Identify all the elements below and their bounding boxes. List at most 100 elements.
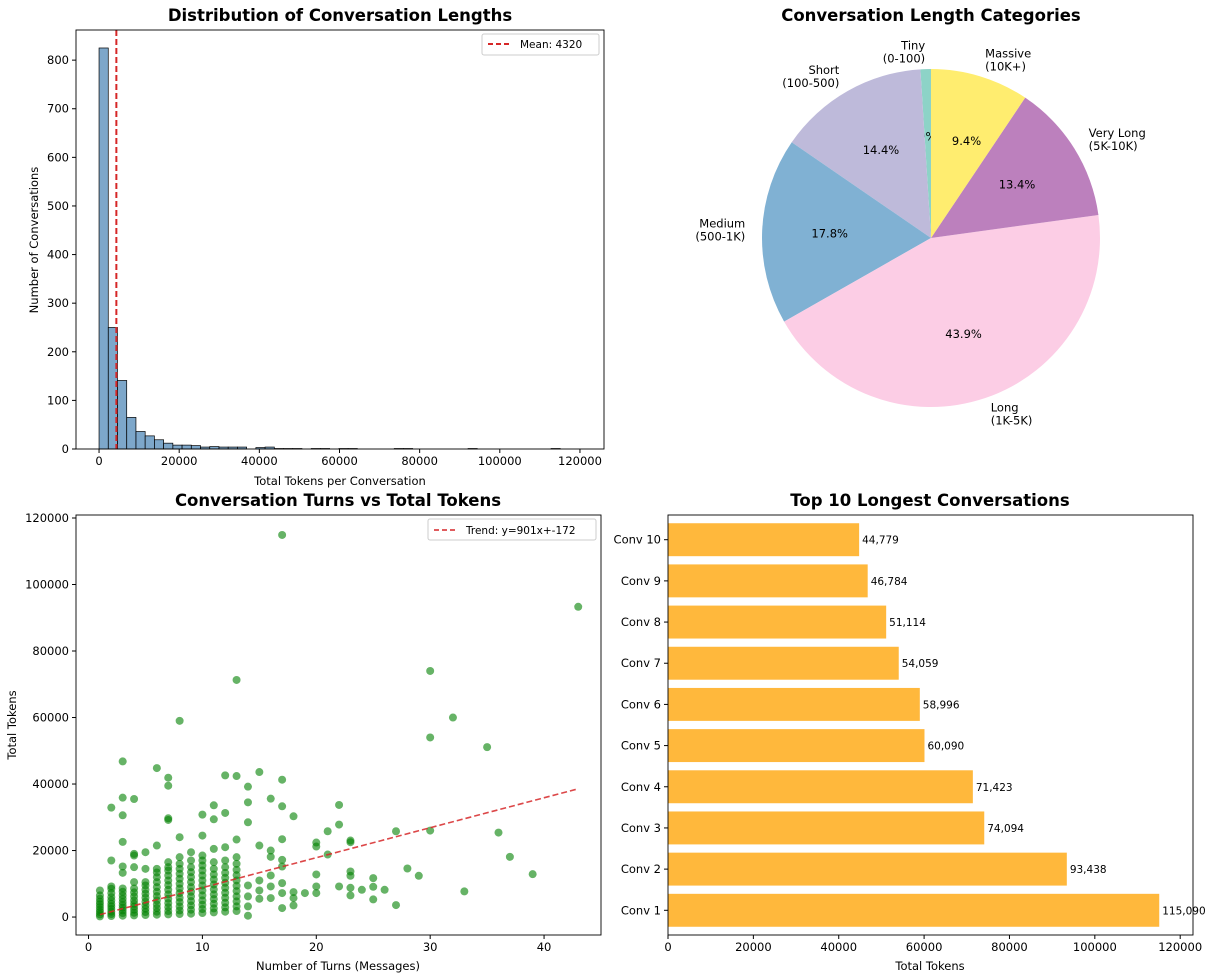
histogram-xtick-label: 40000 — [241, 454, 278, 468]
histogram-xtick-label: 20000 — [161, 454, 198, 468]
bar-value-label: 115,090 — [1162, 905, 1205, 917]
histogram-xtick-label: 0 — [95, 454, 102, 468]
scatter-point — [312, 889, 321, 898]
scatter-point — [312, 882, 321, 891]
bar-category-label: Conv 5 — [621, 739, 661, 753]
scatter-point — [232, 853, 241, 862]
scatter-point — [335, 820, 344, 829]
bar-category-label: Conv 9 — [621, 574, 661, 588]
scatter-point — [152, 864, 161, 873]
histogram-ytick-label: 400 — [47, 248, 69, 262]
scatter-point — [118, 793, 127, 802]
bar-category-label: Conv 3 — [621, 821, 661, 835]
histogram-title: Distribution of Conversation Lengths — [168, 6, 513, 25]
scatter-point — [209, 858, 218, 867]
scatter-xlabel: Number of Turns (Messages) — [256, 959, 420, 973]
scatter-point — [346, 891, 355, 900]
scatter-point — [369, 882, 378, 891]
legend-trend-label: Trend: y=901x+-172 — [465, 525, 576, 537]
scatter-point — [278, 879, 287, 888]
scatter-point — [209, 864, 218, 873]
scatter-point — [152, 841, 161, 850]
scatter-point — [426, 666, 435, 675]
scatter-point — [392, 827, 401, 836]
bar-category-label: Conv 7 — [621, 656, 661, 670]
scatter-point — [198, 831, 207, 840]
histogram-bar — [190, 445, 201, 450]
bar-value-label: 51,114 — [889, 617, 926, 629]
scatter-point — [175, 853, 184, 862]
scatter-point — [369, 895, 378, 904]
scatter-point — [426, 826, 435, 835]
scatter-point — [130, 878, 139, 887]
bar-value-label: 93,438 — [1070, 864, 1107, 876]
bar-title: Top 10 Longest Conversations — [790, 491, 1070, 510]
histogram-xtick-label: 60000 — [321, 454, 358, 468]
bar-value-label: 71,423 — [976, 782, 1013, 794]
legend-mean-label: Mean: 4320 — [520, 39, 582, 51]
scatter-point — [323, 827, 332, 836]
scatter-point — [221, 863, 230, 872]
scatter-ytick-label: 20000 — [32, 844, 69, 858]
scatter-point — [130, 863, 139, 872]
scatter-point — [528, 870, 537, 879]
histogram-axes-frame — [75, 29, 605, 450]
scatter-point — [346, 836, 355, 845]
scatter-point — [243, 798, 252, 807]
bar-category-label: Conv 1 — [621, 903, 661, 917]
scatter-point — [278, 889, 287, 898]
scatter-point — [300, 889, 309, 898]
scatter-point — [483, 743, 492, 752]
scatter-point — [198, 851, 207, 860]
scatter-xtick-label: 20 — [309, 940, 324, 954]
histogram-ylabel: Number of Conversations — [27, 167, 41, 314]
scatter-point — [221, 868, 230, 877]
scatter-point — [494, 828, 503, 837]
scatter-point — [460, 887, 469, 896]
scatter-point — [232, 772, 241, 781]
scatter-point — [278, 775, 287, 784]
scatter-point — [164, 773, 173, 782]
bar-category-label: Conv 10 — [614, 533, 661, 547]
scatter-point — [289, 812, 298, 821]
histogram-bar — [144, 435, 155, 450]
scatter-ytick-label: 100000 — [25, 578, 69, 592]
scatter-point — [266, 846, 275, 855]
bar-conv-5 — [668, 729, 925, 763]
histogram-ytick-label: 300 — [47, 296, 69, 310]
pie-category-label: Long (1K-5K) — [991, 401, 1033, 428]
scatter-point — [141, 864, 150, 873]
bar-value-label: 74,094 — [987, 823, 1024, 835]
scatter-point — [118, 811, 127, 820]
bar-value-label: 44,779 — [862, 535, 899, 547]
scatter-point — [312, 870, 321, 879]
scatter-point — [164, 814, 173, 823]
histogram-xlabel: Total Tokens per Conversation — [253, 474, 426, 488]
scatter-point — [118, 862, 127, 871]
scatter-point — [209, 870, 218, 879]
bar-conv-7 — [668, 646, 899, 680]
scatter-point — [232, 835, 241, 844]
scatter-point — [130, 884, 139, 893]
pie-pct-label: 17.8% — [811, 227, 848, 241]
scatter-point — [278, 855, 287, 864]
bar-conv-9 — [668, 564, 868, 598]
scatter-point — [141, 848, 150, 857]
bar-axes-frame — [667, 514, 1194, 936]
scatter-point — [232, 865, 241, 874]
bar-xtick-label: 60000 — [906, 940, 943, 954]
scatter-xtick-label: 40 — [537, 940, 552, 954]
bar-category-label: Conv 6 — [621, 697, 661, 711]
bar-conv-10 — [668, 523, 860, 557]
scatter-ytick-label: 0 — [62, 910, 69, 924]
bar-xtick-label: 0 — [664, 940, 671, 954]
scatter-point — [209, 844, 218, 853]
pie-category-label: Very Long (5K-10K) — [1089, 126, 1146, 153]
scatter-ytick-label: 120000 — [25, 511, 69, 525]
pie-pct-label: 13.4% — [999, 177, 1036, 191]
histogram-bar — [154, 439, 164, 450]
bar-value-label: 54,059 — [902, 658, 939, 670]
pie-slice — [784, 214, 1100, 407]
pie-slice — [920, 69, 931, 238]
